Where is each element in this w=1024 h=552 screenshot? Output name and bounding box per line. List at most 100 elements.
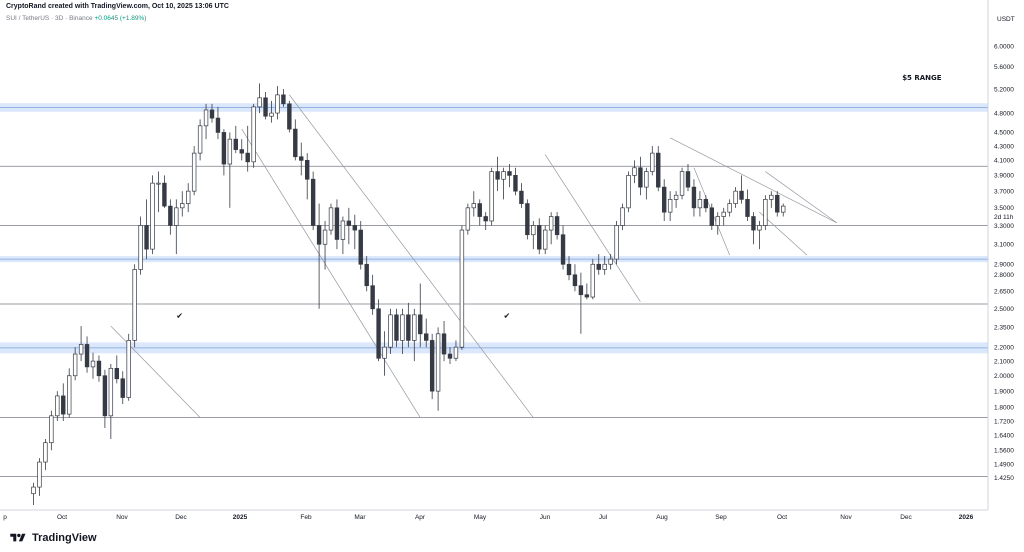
candle-63: [406, 302, 411, 348]
candle-body-down: [293, 128, 298, 158]
candle-91: [572, 264, 578, 292]
time-tick-2: Nov: [116, 514, 128, 521]
candle-49: [322, 220, 328, 270]
candle-body-up: [608, 258, 613, 265]
time-tick-16: 2026: [959, 514, 974, 521]
candle-79: [501, 167, 506, 200]
price-tick-2: 5.2000: [994, 86, 1014, 93]
candle-body-up: [388, 314, 393, 348]
candle-19: [144, 199, 149, 260]
candle-body-down: [775, 194, 780, 213]
candle-body-down: [305, 160, 310, 180]
candle-59: [382, 331, 387, 376]
candle-115: [715, 212, 720, 235]
candle-body-up: [679, 171, 685, 196]
candle-body-up: [37, 461, 42, 488]
time-tick-7: Apr: [415, 514, 426, 521]
candle-36: [245, 125, 250, 172]
annotation-0: $5 RANGE: [902, 74, 942, 82]
candle-body-down: [102, 375, 108, 417]
candle-body-up: [328, 207, 334, 231]
candle-51: [334, 199, 340, 250]
candle-38: [257, 83, 262, 114]
candle-body-down: [685, 171, 691, 188]
candle-body-up: [150, 182, 155, 250]
candle-body-down: [162, 182, 167, 207]
candle-body-down: [525, 203, 530, 236]
price-axis: USDT 6.0000 5.6000 5.2000 4.8000 4.5000 4.3000…: [994, 16, 1015, 482]
candle-58: [376, 299, 381, 362]
candle-body-down: [114, 367, 119, 380]
candle-80: [507, 164, 512, 188]
candle-body-down: [96, 360, 102, 377]
candle-109: [679, 167, 685, 200]
price-tick-26: 1.4250: [994, 475, 1014, 482]
candle-26: [186, 183, 191, 213]
candle-body-up: [251, 106, 256, 163]
candle-body-up: [72, 353, 78, 377]
candle-body-up: [489, 171, 494, 222]
candle-body-down: [703, 199, 709, 209]
candle-65: [418, 283, 423, 348]
price-tick-10: 3.3000: [994, 223, 1014, 230]
candle-24: [174, 199, 179, 255]
time-tick-8: May: [474, 514, 487, 521]
candle-body-down: [346, 220, 352, 226]
candle-body-down: [596, 263, 601, 270]
candle-78: [495, 156, 500, 192]
candle-125: [775, 191, 780, 217]
tradingview-branding[interactable]: TradingView: [8, 531, 97, 545]
price-tick-1: 5.6000: [994, 64, 1014, 71]
candle-body-up: [542, 229, 548, 250]
candle-33: [227, 132, 233, 208]
candle-body-down: [310, 178, 316, 226]
candle-99: [620, 203, 625, 231]
time-tick-4: 2025: [233, 514, 248, 521]
candle-42: [281, 89, 286, 107]
candle-20: [150, 175, 155, 255]
candle-3: [49, 410, 54, 451]
symbol-info: SUI / TetherUS · 3D · Binance: [6, 15, 93, 22]
candle-5: [61, 383, 66, 421]
candle-body-up: [644, 171, 649, 188]
candle-13: [108, 363, 114, 439]
candle-body-down: [239, 149, 244, 154]
candle-12: [102, 369, 108, 429]
candle-6: [66, 368, 72, 418]
candle-body-up: [322, 229, 328, 245]
candle-body-down: [507, 171, 512, 176]
candle-71: [453, 340, 459, 362]
candle-28: [197, 119, 203, 161]
candle-81: [513, 167, 518, 196]
candle-body-up: [227, 138, 233, 165]
price-tick-16: 2.3500: [994, 325, 1014, 332]
candle-body-up: [203, 109, 209, 127]
candle-body-down: [584, 294, 590, 298]
candle-121: [751, 212, 756, 245]
candle-body-up: [727, 203, 732, 213]
candle-10: [90, 352, 96, 379]
candle-body-down: [418, 314, 423, 335]
candle-118: [733, 187, 738, 208]
candle-body-up: [180, 203, 185, 209]
candle-body-up: [275, 94, 280, 114]
time-tick-5: Feb: [300, 514, 312, 521]
candle-body-down: [84, 344, 90, 368]
candle-69: [441, 321, 447, 362]
candle-body-down: [447, 353, 453, 359]
candles: [31, 83, 786, 505]
candle-body-down: [745, 199, 750, 217]
price-tick-12: 2.9000: [994, 262, 1014, 269]
candle-0: [31, 482, 36, 505]
annotations: $5 RANGE ✔ ✔: [176, 74, 941, 321]
candle-body-up: [66, 375, 72, 415]
candle-body-up: [614, 225, 619, 260]
price-tick-19: 2.0000: [994, 373, 1014, 380]
bar-countdown: 2d 11h: [994, 214, 1014, 221]
price-tick-22: 1.7200: [994, 418, 1014, 425]
candle-37: [251, 103, 256, 168]
time-axis: p Oct Nov Dec 2025 Feb Mar Apr May Jun Jul Aug Sep Oc…: [3, 514, 973, 521]
candle-body-up: [590, 263, 596, 298]
candle-body-down: [168, 205, 173, 226]
